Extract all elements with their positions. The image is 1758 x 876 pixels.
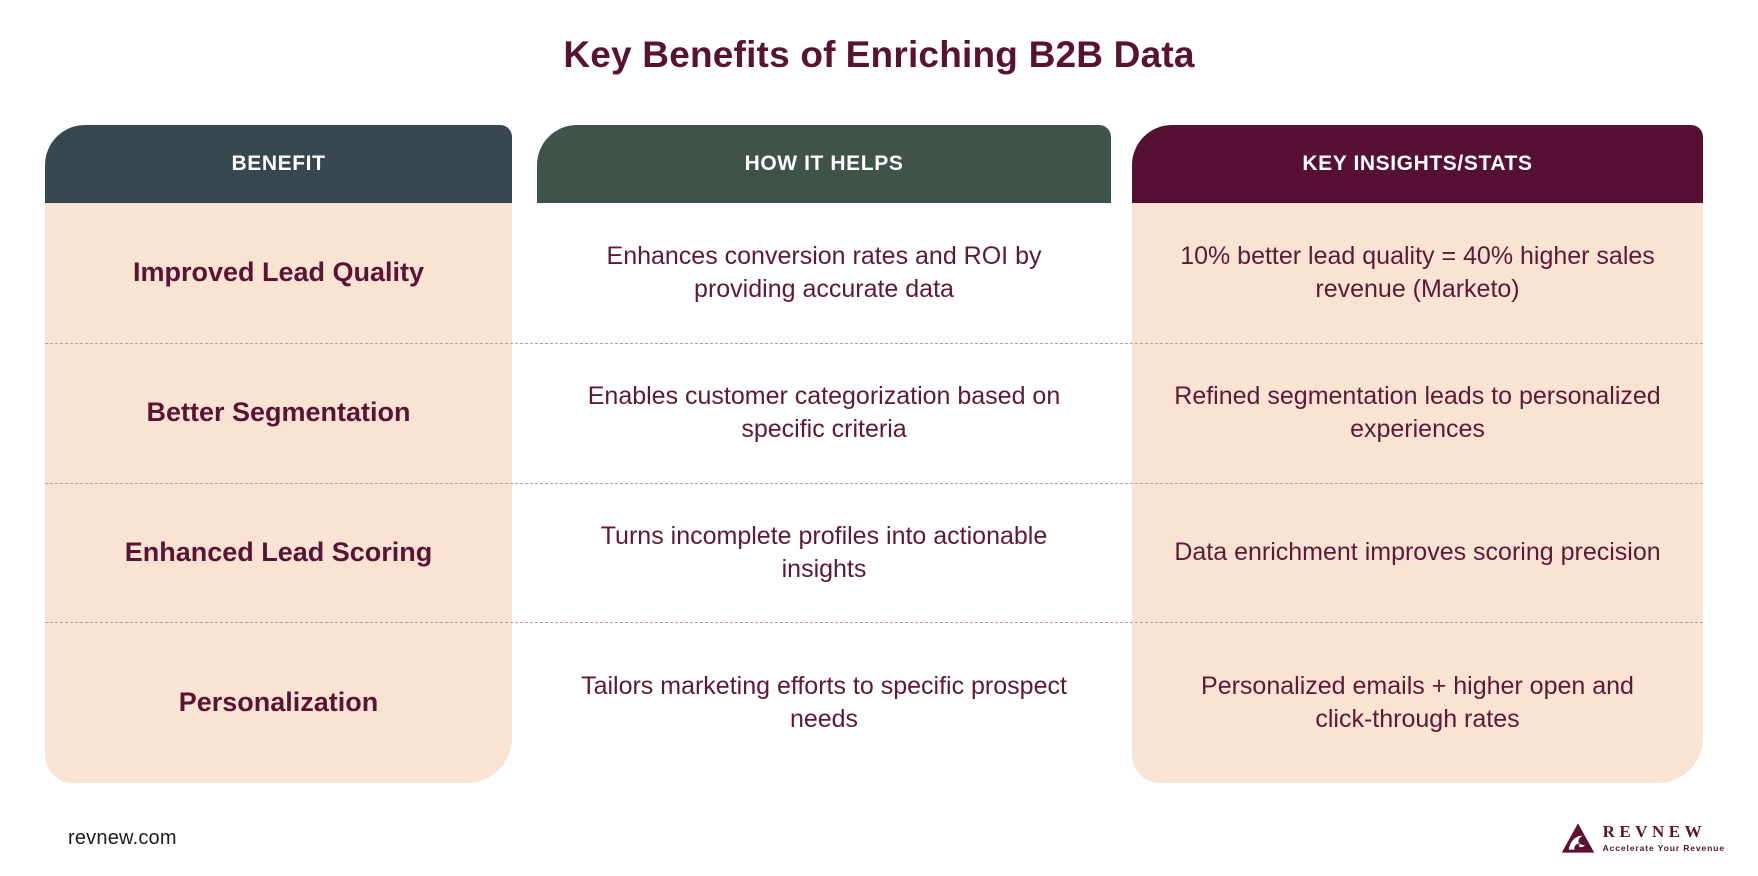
page-title-emphasis: Enriching B2B Data [845,34,1195,75]
column-header-key-insights-stats: KEY INSIGHTS/STATS [1132,125,1703,203]
column-benefit-body: Improved Lead Quality Better Segmentatio… [45,203,512,783]
revnew-logo-text: REVNEW Accelerate Your Revenue [1603,823,1725,853]
table-cell-how-row4: Tailors marketing efforts to specific pr… [581,671,1067,733]
table-cell-stats-row1: 10% better lead quality = 40% higher sal… [1180,242,1655,303]
table-cell-benefit-row3: Enhanced Lead Scoring [124,536,433,567]
column-key-insights-body: 10% better lead quality = 40% higher sal… [1132,203,1703,783]
table-cell-stats-row3: Data enrichment improves scoring precisi… [1174,538,1661,566]
table-cell-stats-row4: Personalized emails + higher open and cl… [1201,671,1634,733]
column-how-it-helps: HOW IT HELPS Enhances conversion rates a… [537,125,1111,783]
table-cell-benefit-row1: Improved Lead Quality [132,257,425,288]
column-how-it-helps-body: Enhances conversion rates and ROI by pro… [537,203,1111,783]
table-cell-benefit-row4: Personalization [178,686,379,717]
row-divider [45,483,1703,484]
table-cell-how-row1: Enhances conversion rates and ROI by pro… [606,242,1042,303]
column-benefit: BENEFIT Improved Lead Quality Better Seg… [45,125,512,783]
revnew-logo: REVNEW Accelerate Your Revenue [1561,822,1725,854]
table-cell-benefit-row2: Better Segmentation [146,397,411,428]
column-header-benefit: BENEFIT [45,125,512,203]
table-cell-how-row3: Turns incomplete profiles into actionabl… [600,521,1048,583]
row-divider [45,343,1703,344]
page-title-prefix: Key Benefits of [563,34,836,75]
table-cell-stats-row2: Refined segmentation leads to personaliz… [1174,382,1661,443]
footer-website: revnew.com [68,827,177,849]
benefits-table: BENEFIT Improved Lead Quality Better Seg… [45,125,1703,783]
table-cell-how-row2: Enables customer categorization based on… [587,382,1061,443]
column-header-how-it-helps: HOW IT HELPS [537,125,1111,203]
revnew-logo-name: REVNEW [1602,822,1707,842]
revnew-logo-tagline: Accelerate Your Revenue [1602,842,1725,853]
page-title: Key Benefits of Enriching B2B Data [0,34,1758,76]
revnew-triangle-wave-icon [1561,823,1594,853]
column-key-insights-stats: KEY INSIGHTS/STATS 10% better lead quali… [1132,125,1703,783]
row-divider [45,622,1703,623]
